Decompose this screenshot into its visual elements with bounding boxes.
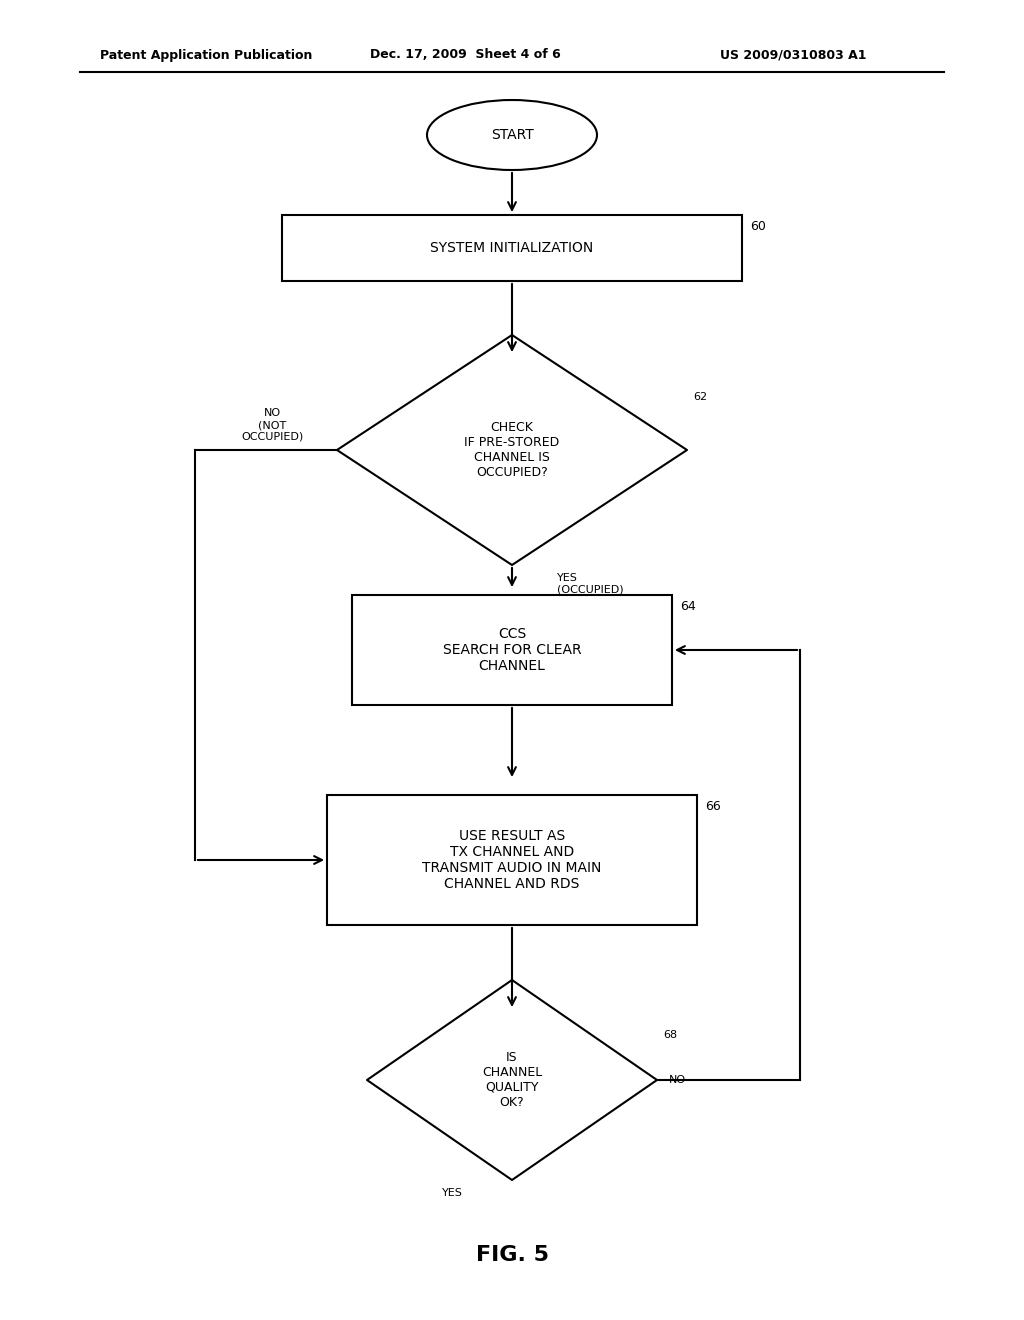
Bar <box>352 595 672 705</box>
Text: SYSTEM INITIALIZATION: SYSTEM INITIALIZATION <box>430 242 594 255</box>
Ellipse shape <box>427 100 597 170</box>
Text: FIG. 5: FIG. 5 <box>475 1245 549 1265</box>
Text: START: START <box>490 128 534 143</box>
Bar <box>327 795 697 925</box>
Text: YES: YES <box>441 1188 463 1199</box>
Text: 68: 68 <box>663 1030 677 1040</box>
Text: 60: 60 <box>750 220 766 234</box>
Text: USE RESULT AS
TX CHANNEL AND
TRANSMIT AUDIO IN MAIN
CHANNEL AND RDS: USE RESULT AS TX CHANNEL AND TRANSMIT AU… <box>422 829 602 891</box>
Text: 66: 66 <box>705 800 721 813</box>
Text: 62: 62 <box>693 392 708 403</box>
Text: CHECK
IF PRE-STORED
CHANNEL IS
OCCUPIED?: CHECK IF PRE-STORED CHANNEL IS OCCUPIED? <box>464 421 560 479</box>
Text: Patent Application Publication: Patent Application Publication <box>100 49 312 62</box>
Text: 64: 64 <box>680 601 695 612</box>
Text: NO: NO <box>669 1074 686 1085</box>
Text: Dec. 17, 2009  Sheet 4 of 6: Dec. 17, 2009 Sheet 4 of 6 <box>370 49 561 62</box>
Text: CCS
SEARCH FOR CLEAR
CHANNEL: CCS SEARCH FOR CLEAR CHANNEL <box>442 627 582 673</box>
Text: YES
(OCCUPIED): YES (OCCUPIED) <box>557 573 624 594</box>
Polygon shape <box>337 335 687 565</box>
Text: NO
(NOT
OCCUPIED): NO (NOT OCCUPIED) <box>241 408 303 442</box>
Text: IS
CHANNEL
QUALITY
OK?: IS CHANNEL QUALITY OK? <box>482 1051 542 1109</box>
Text: US 2009/0310803 A1: US 2009/0310803 A1 <box>720 49 866 62</box>
Polygon shape <box>367 979 657 1180</box>
Bar <box>282 215 742 281</box>
